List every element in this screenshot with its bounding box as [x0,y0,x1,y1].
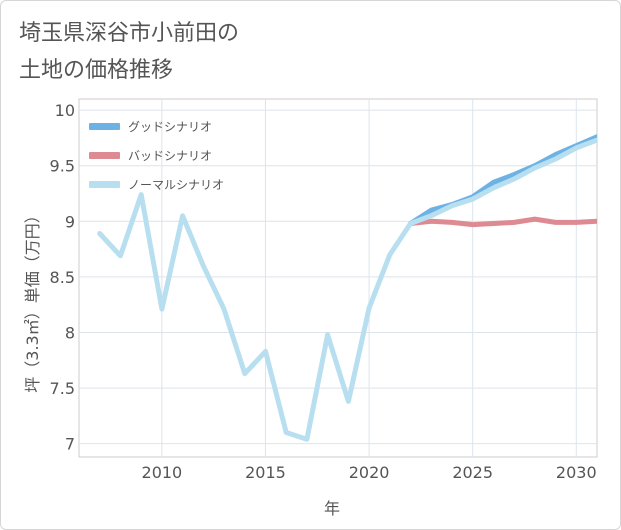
y-tick-label: 7.5 [50,379,75,398]
chart-title: 埼玉県深谷市小前田の 土地の価格推移 [19,21,240,83]
y-tick-label: 9.5 [50,157,75,176]
series-line-bad [408,216,597,228]
x-tick-label: 2015 [245,463,286,482]
y-tick-label: 7 [65,435,75,454]
legend-swatch [89,123,120,130]
y-tick-label: 9 [65,212,75,231]
series-lines [97,134,597,442]
x-tick-label: 2030 [556,463,597,482]
legend-swatch [89,181,120,188]
legend-item-good[interactable]: グッドシナリオ [89,120,212,134]
series-line-good [408,134,597,226]
y-tick-labels: 7 7.5 8 8.5 9 9.5 10 [50,101,75,454]
y-tick-label: 8.5 [50,268,75,287]
x-tick-label: 2025 [452,463,493,482]
plot-frame [78,98,598,458]
legend-item-bad[interactable]: バッドシナリオ [89,149,212,163]
y-tick-label: 8 [65,323,75,342]
x-tick-label: 2010 [142,463,183,482]
x-axis-label: 年 [324,499,340,518]
x-tick-labels: 2010 2015 2020 2025 2030 [142,463,597,482]
legend-swatch [89,152,120,159]
grid-lines [78,98,598,458]
y-axis-label: 坪（3.3㎡）単価（万円） [23,207,42,392]
series-line-normal [97,137,597,442]
y-tick-label: 10 [55,101,75,120]
x-tick-label: 2020 [349,463,390,482]
legend-item-normal[interactable]: ノーマルシナリオ [89,178,224,192]
legend-label: バッドシナリオ [128,149,212,163]
legend-label: グッドシナリオ [128,120,212,134]
legend-label: ノーマルシナリオ [128,178,224,192]
